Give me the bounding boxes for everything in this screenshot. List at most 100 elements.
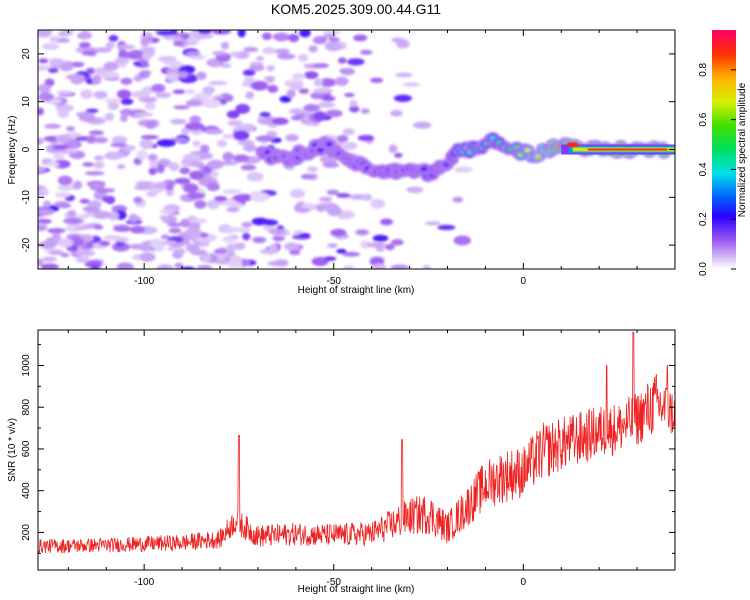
noise-blob: [214, 260, 229, 265]
noise-blob: [61, 30, 74, 36]
noise-blob: [41, 43, 60, 50]
noise-blob: [155, 92, 172, 98]
noise-blob: [308, 45, 318, 53]
noise-blob: [156, 30, 177, 36]
noise-blob: [303, 103, 321, 112]
noise-blob: [189, 170, 206, 181]
top-y-axis-label: Frequency (Hz): [7, 116, 18, 185]
noise-blob: [279, 95, 292, 103]
noise-blob: [56, 90, 73, 95]
noise-blob: [298, 232, 311, 238]
noise-blob: [75, 111, 95, 118]
noise-blob: [185, 99, 203, 107]
noise-blob: [140, 135, 159, 140]
noise-blob: [437, 224, 456, 231]
noise-blob: [233, 242, 246, 251]
noise-blob: [289, 249, 301, 255]
noise-blob: [313, 111, 327, 121]
y-tick-label: 600: [21, 440, 32, 457]
noise-blob: [255, 135, 275, 142]
noise-blob: [188, 161, 205, 168]
noise-blob: [211, 30, 232, 35]
noise-blob: [102, 196, 114, 203]
noise-blob: [77, 31, 92, 40]
noise-blob: [55, 134, 71, 144]
noise-blob: [310, 92, 325, 100]
tone-core: [587, 148, 668, 151]
noise-blob: [202, 98, 222, 108]
y-tick-label: 800: [21, 398, 32, 415]
noise-blob: [104, 151, 124, 160]
noise-blob: [212, 51, 226, 56]
noise-blob: [180, 128, 191, 136]
noise-blob: [38, 225, 47, 230]
noise-blob: [177, 248, 186, 255]
noise-blob: [187, 221, 201, 230]
noise-blob: [327, 243, 338, 248]
noise-blob: [168, 227, 182, 234]
colorbar-tick-label: 0.8: [698, 62, 709, 76]
noise-blob: [313, 87, 334, 94]
noise-blob: [274, 259, 289, 267]
noise-blob: [272, 32, 291, 42]
noise-blob: [38, 166, 45, 173]
noise-blob: [180, 218, 191, 228]
noise-blob: [290, 189, 306, 199]
noise-blob: [422, 264, 431, 269]
noise-blob: [298, 88, 310, 94]
noise-blob: [149, 160, 158, 168]
noise-blob: [103, 61, 119, 71]
top-x-ticks: -100 -50 0: [67, 30, 676, 287]
noise-blob: [104, 112, 115, 121]
noise-blob: [47, 67, 59, 74]
noise-blob: [233, 194, 253, 202]
noise-blob: [117, 164, 126, 169]
noise-blob: [100, 71, 120, 79]
noise-blob: [75, 257, 91, 263]
noise-blob: [330, 228, 347, 237]
chart-title: KOM5.2025.309.00.44.G11: [271, 1, 441, 17]
x-tick-label: 0: [521, 577, 527, 588]
noise-blob: [249, 192, 270, 202]
noise-blob: [349, 105, 360, 113]
noise-blob: [325, 109, 343, 118]
noise-blob: [200, 144, 210, 154]
y-tick-label: -20: [21, 237, 32, 252]
noise-blob: [65, 73, 85, 81]
y-tick-label: 10: [21, 96, 32, 108]
ridge-core: [421, 166, 429, 172]
noise-blob: [38, 188, 50, 195]
noise-blob: [360, 49, 373, 55]
noise-blob: [195, 237, 209, 242]
noise-blob: [221, 93, 230, 98]
colorbar: 0.0 0.2 0.4 0.6 0.8 Normalized spectral ampl…: [698, 30, 748, 276]
noise-blob: [336, 192, 351, 198]
noise-blob: [168, 162, 180, 172]
noise-blob: [38, 83, 51, 94]
noise-blob: [342, 128, 355, 136]
noise-blob: [84, 212, 96, 217]
noise-blob: [226, 207, 240, 213]
noise-blob: [95, 188, 116, 193]
noise-blob: [284, 242, 299, 251]
noise-blob: [73, 180, 83, 190]
noise-blob: [229, 51, 242, 57]
noise-blob: [57, 184, 73, 192]
noise-blob: [149, 238, 164, 248]
ridge-core: [524, 148, 532, 153]
noise-blob: [267, 85, 279, 93]
noise-blob: [250, 80, 269, 91]
noise-blob: [184, 227, 202, 238]
snr-background: [38, 330, 675, 570]
noise-blob: [53, 154, 65, 160]
noise-blob: [45, 162, 60, 167]
noise-blob: [372, 234, 389, 242]
noise-blob: [206, 182, 220, 192]
bottom-x-ticks: -100 -50 0: [67, 330, 676, 588]
noise-blob: [116, 89, 132, 100]
noise-blob: [268, 228, 287, 235]
noise-blob: [148, 167, 157, 176]
noise-blob: [151, 83, 166, 93]
noise-blob: [208, 80, 228, 86]
